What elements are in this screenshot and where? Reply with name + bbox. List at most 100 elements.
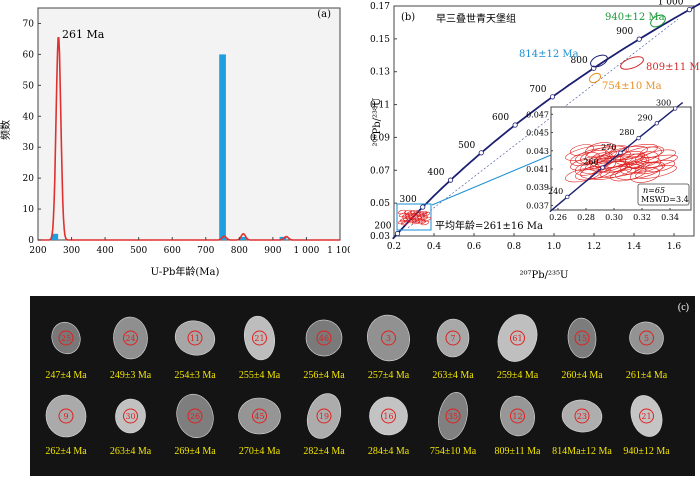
cluster-ellipse xyxy=(411,217,421,223)
spot-number: 46 xyxy=(319,334,329,343)
spot-number: 19 xyxy=(319,412,329,421)
analysis-spot xyxy=(123,408,138,424)
grain-age-label: 261±4 Ma xyxy=(625,370,668,381)
inset-concordia-point xyxy=(618,150,623,155)
analysis-spot xyxy=(187,330,203,346)
grain-age-label: 263±4 Ma xyxy=(109,446,152,457)
analysis-spot xyxy=(252,408,267,424)
x-tick-label: 0.2 xyxy=(387,242,401,252)
panel-b-tag: (b) xyxy=(401,12,415,23)
analysis-spot xyxy=(381,330,396,346)
inset-ellipse xyxy=(615,162,663,180)
plot-frame xyxy=(37,7,341,241)
zircon-grain xyxy=(367,314,410,362)
spot-number: 11 xyxy=(190,334,200,343)
inset-y-tick-label: 0.037 xyxy=(526,201,549,210)
spot-number: 25 xyxy=(61,334,71,343)
inset-y-tick-label: 0.047 xyxy=(526,110,549,119)
analysis-spot xyxy=(58,408,74,424)
panel-a-tag: (a) xyxy=(317,9,331,20)
analysis-spot xyxy=(639,408,654,424)
concordia-age-label: 300 xyxy=(400,195,417,205)
concordia-age-label: 800 xyxy=(571,56,588,66)
cluster-ellipse xyxy=(418,210,428,216)
histogram-chart: 200 300 400 500 600 700 800 900 1 000 1 100 0 10 20… xyxy=(0,7,353,278)
y-tick-label: 0.03 xyxy=(370,232,390,242)
grain-age-label: 259±4 Ma xyxy=(496,370,539,381)
inset-age-label: 300 xyxy=(656,98,671,107)
inset-y-tick-label: 0.043 xyxy=(526,147,549,156)
grain-age-label: 284±4 Ma xyxy=(367,446,410,457)
x-tick-label: 500 xyxy=(130,246,147,256)
analysis-spot xyxy=(510,408,525,424)
y-tick-label: 0.05 xyxy=(370,199,390,209)
zircon-grain xyxy=(369,396,408,436)
analysis-spot xyxy=(252,330,267,346)
inset-connector xyxy=(431,154,552,206)
panel-c-tag: (c) xyxy=(677,302,689,313)
analysis-spot xyxy=(445,408,461,424)
zircon-grain xyxy=(497,314,538,362)
y-tick-label: 0.07 xyxy=(370,166,390,176)
density-curve xyxy=(38,37,340,241)
y-axis-label: 频数 xyxy=(0,120,12,140)
y-axis-label: ²⁰⁶Pb/²³⁸U xyxy=(372,98,383,147)
zircon-grain xyxy=(174,320,216,356)
inset-y-tick-label: 0.039 xyxy=(526,183,549,192)
zircon-grain xyxy=(176,393,214,439)
inset-ellipse xyxy=(585,155,633,171)
concordia-curve xyxy=(392,2,700,240)
y-tick-label: 60 xyxy=(23,50,35,60)
y-tick-label: 50 xyxy=(23,81,35,91)
x-tick-label: 200 xyxy=(29,246,46,256)
y-tick-label: 0.11 xyxy=(370,101,390,111)
cluster-ellipse xyxy=(404,212,414,218)
x-tick-label: 600 xyxy=(164,246,181,256)
grain-age-label: 263±4 Ma xyxy=(432,370,474,381)
inset-age-label: 240 xyxy=(548,187,563,196)
inset-x-tick-label: 0.30 xyxy=(605,213,623,222)
spot-number: 21 xyxy=(254,334,264,343)
x-tick-label: 1.0 xyxy=(547,242,562,252)
inset-concordia-point xyxy=(565,194,570,200)
x-tick-label: 1 000 xyxy=(294,246,320,256)
inset-ellipse xyxy=(569,152,601,166)
y-tick-label: 70 xyxy=(23,19,35,29)
age-809-label: 809±11 Ma xyxy=(646,62,700,73)
spot-number: 26 xyxy=(190,412,200,421)
zircon-grain xyxy=(115,398,146,434)
concordia-age-label: 600 xyxy=(492,113,509,123)
concordia-age-label: 500 xyxy=(458,141,475,151)
y-tick-label: 0.17 xyxy=(370,2,390,12)
concordia-age-label: 400 xyxy=(427,168,444,178)
x-tick-label: 900 xyxy=(264,246,281,256)
x-tick-label: 0.8 xyxy=(507,242,522,252)
histogram-bar xyxy=(239,236,247,240)
x-tick-label: 1.4 xyxy=(627,242,642,252)
concordia-chart: 0.2 0.4 0.6 0.8 1.0 1.2 1.4 1.6 0.03 0.05 0.07 0.0… xyxy=(370,0,700,281)
inset-ellipse xyxy=(575,165,611,181)
y-tick-label: 20 xyxy=(23,174,35,184)
analysis-spot xyxy=(187,408,203,424)
spot-number: 35 xyxy=(448,412,458,421)
x-tick-label: 1 100 xyxy=(327,246,350,256)
zircon-grain xyxy=(500,395,535,437)
grain-age-label: 814Ma±12 Ma xyxy=(552,446,612,457)
x-tick-label: 1.6 xyxy=(667,242,682,252)
spot-number: 24 xyxy=(125,334,135,343)
concordia-point xyxy=(420,204,426,210)
x-tick-label: 300 xyxy=(63,246,80,256)
concordia-point xyxy=(636,36,642,42)
grain-age-label: 249±3 Ma xyxy=(109,370,152,381)
inset-concordia-point xyxy=(600,165,605,170)
grain-age-label: 754±10 Ma xyxy=(429,446,477,457)
inset-concordia-point xyxy=(673,106,678,111)
ellipse-809 xyxy=(620,56,644,70)
peak-age-label: 261 Ma xyxy=(62,28,105,41)
x-tick-label: 1.2 xyxy=(587,242,601,252)
inset-ellipse xyxy=(610,166,646,182)
inset-y-tick-label: 0.045 xyxy=(526,129,549,138)
x-tick-label: 800 xyxy=(231,246,248,256)
histogram-bar xyxy=(51,233,59,240)
panel-b-concordia: 0.2 0.4 0.6 0.8 1.0 1.2 1.4 1.6 0.03 0.05 0.07 0.0… xyxy=(350,0,700,290)
